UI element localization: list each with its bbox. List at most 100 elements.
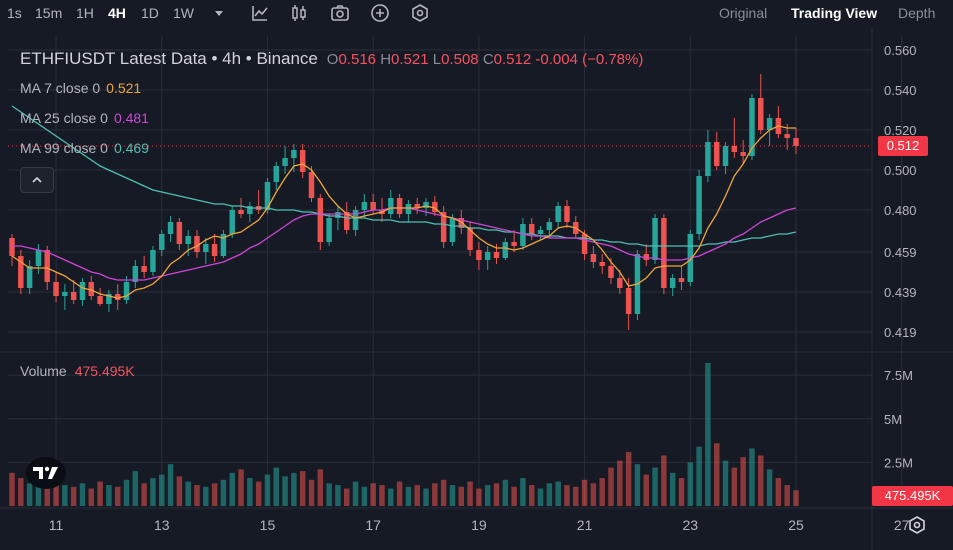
settings-hex-icon[interactable] — [409, 2, 431, 24]
candle-body — [18, 256, 24, 288]
ma-lines — [11, 105, 797, 299]
close-value: 0.512 — [493, 51, 532, 68]
dropdown-icon[interactable] — [208, 2, 230, 24]
ma7-legend[interactable]: MA 7 close 0 0.521 — [20, 80, 141, 96]
indicators-icon[interactable] — [249, 2, 271, 24]
candle-body — [661, 218, 667, 288]
candle-body — [167, 222, 174, 234]
candle-body — [106, 294, 112, 304]
volume-bar — [740, 457, 746, 506]
price-tick-label: 0.439 — [884, 285, 917, 300]
candle-body — [53, 282, 59, 296]
timeframe-1d[interactable]: 1D — [141, 5, 159, 21]
price-tick-label: 0.480 — [884, 203, 917, 218]
axes: 0.560 0.540 0.520 0.500 0.480 0.459 0.439 0.419… — [49, 43, 917, 533]
volume-bar — [185, 481, 191, 506]
volume-bar — [528, 485, 535, 506]
volume-bar — [53, 476, 59, 506]
candle-body — [405, 204, 412, 214]
volume-bar — [581, 479, 588, 506]
volume-bar — [713, 443, 720, 506]
time-tick-label: 15 — [260, 517, 276, 533]
candle-body — [185, 236, 191, 244]
volume-bar — [44, 479, 50, 506]
collapse-legend-button[interactable] — [20, 167, 54, 193]
volume-bar — [335, 485, 341, 506]
candle-body — [467, 228, 473, 250]
volume-bar — [203, 486, 209, 506]
price-tick-label: 0.520 — [884, 123, 917, 138]
candle-body — [282, 158, 288, 166]
chart-legend: ETHFIUSDT Latest Data • 4h • Binance O0.… — [20, 49, 643, 69]
volume-bar — [114, 486, 121, 506]
candle-body — [62, 292, 68, 296]
ma25-line — [12, 207, 797, 281]
candle-body — [581, 234, 588, 254]
time-tick-label: 17 — [365, 517, 381, 533]
candle-body — [432, 202, 438, 212]
candle-body — [229, 210, 235, 234]
time-tick-label: 11 — [49, 517, 64, 533]
volume-bar — [423, 488, 429, 506]
volume-bar — [440, 479, 447, 506]
candle-body — [599, 262, 605, 266]
add-icon[interactable] — [369, 2, 391, 24]
camera-icon[interactable] — [329, 2, 351, 24]
last-volume-tag: 475.495K — [872, 486, 953, 506]
candle-body — [643, 254, 649, 260]
volume-bar — [176, 476, 183, 506]
timeframe-15m[interactable]: 15m — [35, 5, 63, 21]
last-price-tag: 0.512 — [878, 136, 928, 156]
view-depth[interactable]: Depth — [898, 5, 936, 21]
candle-body — [484, 252, 491, 260]
time-tick-label: 13 — [154, 517, 170, 533]
volume-bar — [26, 483, 33, 506]
tradingview-logo[interactable] — [26, 457, 66, 489]
volume-bar — [229, 472, 235, 506]
volume-bar — [282, 476, 288, 506]
volume-bar — [352, 481, 359, 506]
volume-bar — [132, 471, 139, 506]
volume-bar — [555, 481, 561, 506]
volume-bar — [634, 464, 641, 506]
candles — [9, 74, 799, 330]
view-trading-view[interactable]: Trading View — [791, 5, 878, 21]
volume-bar — [678, 478, 685, 506]
volume-bar — [291, 472, 297, 506]
candle-body — [546, 222, 553, 230]
view-original[interactable]: Original — [719, 5, 768, 21]
close-label: C — [482, 51, 494, 68]
volume-bar — [238, 469, 244, 506]
candle-type-icon[interactable] — [288, 2, 310, 24]
volume-bar — [687, 462, 694, 506]
candle-body — [652, 218, 658, 260]
volume-bar — [247, 478, 253, 506]
chevron-up-icon — [32, 176, 42, 183]
volume-bar — [167, 464, 174, 506]
ma99-value: 0.469 — [113, 140, 149, 156]
volume-bar — [35, 481, 42, 506]
timeframe-4h[interactable]: 4H — [108, 5, 126, 21]
candle-body — [88, 282, 95, 296]
volume-legend[interactable]: Volume 475.495K — [20, 363, 135, 379]
volume-bar — [793, 490, 799, 506]
timeframe-1s[interactable]: 1s — [7, 5, 22, 21]
volume-bar — [273, 467, 280, 506]
volume-tick-label: 2.5M — [884, 455, 913, 470]
volume-bar — [652, 467, 658, 506]
candle-body — [511, 242, 517, 246]
timeframe-1h[interactable]: 1H — [76, 5, 94, 21]
volume-bar — [159, 474, 165, 506]
volume-bar — [255, 481, 262, 506]
timeframe-1w[interactable]: 1W — [173, 5, 194, 21]
gear-icon[interactable] — [906, 514, 928, 536]
candle-body — [713, 142, 720, 166]
candle-body — [617, 278, 623, 288]
grid — [0, 28, 953, 550]
ma25-legend[interactable]: MA 25 close 0 0.481 — [20, 110, 149, 126]
volume-bar — [722, 460, 729, 506]
volume-bar — [731, 467, 738, 506]
volume-bar — [264, 474, 271, 506]
ma99-legend[interactable]: MA 99 close 0 0.469 — [20, 140, 149, 156]
